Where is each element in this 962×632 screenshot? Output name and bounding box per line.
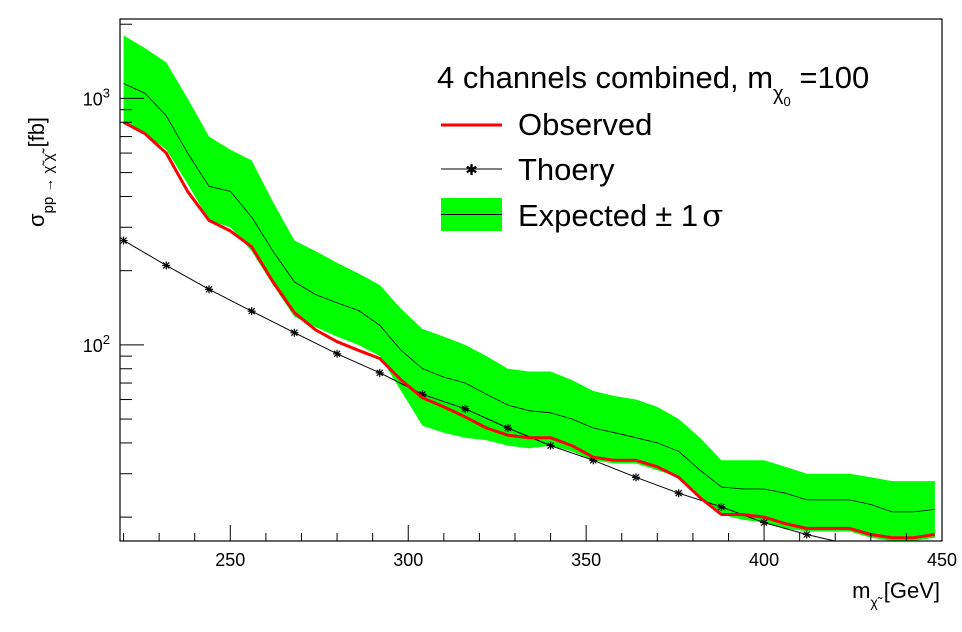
legend-header-main: 4 channels combined, m (437, 60, 773, 95)
x-tick-label: 300 (393, 550, 423, 570)
expected-band-group (123, 35, 935, 541)
observed-line (122, 120, 936, 540)
expected-line (123, 83, 935, 513)
legend: 4 channels combined, mχ0 =100 Observed ✱… (437, 60, 869, 234)
legend-expected-label-main: Expected (518, 198, 647, 233)
theory-point (333, 349, 342, 358)
theory-point (802, 530, 811, 539)
x-axis-title-main: m (852, 578, 870, 603)
legend-expected-label-pm: ± 1 (655, 198, 698, 233)
x-axis-tick-labels: 250 300 350 400 450 (215, 550, 957, 570)
observed-line-group (122, 120, 936, 540)
x-tick-label: 400 (749, 550, 779, 570)
theory-point (717, 502, 726, 511)
legend-expected-label-sigma: σ (702, 198, 723, 234)
y-axis-title-sub: pp → χ̃ χ̃ (40, 148, 57, 214)
theory-point (290, 328, 299, 337)
y-tick-label-exp: 3 (103, 85, 110, 100)
theory-point (760, 518, 769, 527)
theory-point (162, 261, 171, 270)
legend-header-tail: =100 (791, 60, 869, 95)
theory-point (503, 423, 512, 432)
theory-point (631, 473, 640, 482)
y-tick-label-base: 10 (83, 89, 103, 109)
y-tick-label: 102 (83, 332, 110, 356)
y-tick-label: 103 (83, 85, 110, 109)
y-axis-title: σpp → χ̃ χ̃[fb] (24, 117, 57, 227)
theory-point (375, 368, 384, 377)
x-tick-label: 450 (927, 550, 957, 570)
theory-line-group (120, 236, 853, 541)
theory-point (461, 404, 470, 413)
legend-header-sub: χ (773, 83, 784, 105)
y-tick-label-base: 10 (83, 336, 103, 356)
theory-point (204, 285, 213, 294)
x-axis-title-unit: [GeV] (884, 578, 940, 603)
x-axis-title: mχ̃ [GeV] (852, 578, 940, 610)
y-axis-title-unit: [fb] (24, 117, 49, 148)
legend-header-subsub: 0 (784, 94, 791, 109)
y-tick-label-exp: 2 (103, 332, 110, 347)
legend-theory-marker: ✱ (465, 162, 478, 179)
expected-line-group (123, 83, 935, 513)
theory-point (247, 307, 256, 316)
expected-band (123, 35, 935, 541)
legend-observed-label: Observed (518, 107, 652, 142)
plot-frame (119, 18, 943, 542)
legend-theory-label: Thoery (518, 152, 615, 187)
theory-point (120, 236, 128, 245)
x-tick-label: 350 (571, 550, 601, 570)
x-tick-label: 250 (215, 550, 245, 570)
y-axis-title-main: σ (24, 213, 49, 227)
theory-point (674, 489, 683, 498)
legend-header: 4 channels combined, mχ0 =100 (437, 60, 869, 109)
theory-point (546, 441, 555, 450)
x-axis-ticks (123, 525, 943, 541)
y-axis-ticks (120, 23, 144, 518)
